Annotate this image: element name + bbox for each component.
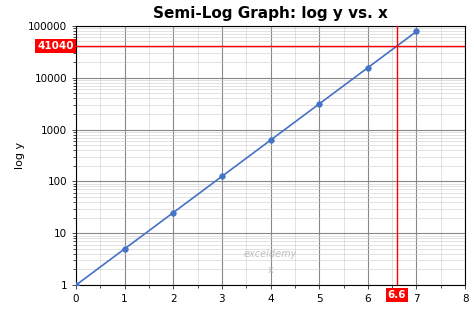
Y-axis label: log y: log y [15,142,25,169]
Text: x: x [268,264,273,275]
Text: exceldemy: exceldemy [244,249,297,259]
Title: Semi-Log Graph: log y vs. x: Semi-Log Graph: log y vs. x [153,6,388,21]
Text: 41040: 41040 [37,41,74,51]
Text: 6.6: 6.6 [388,290,406,300]
